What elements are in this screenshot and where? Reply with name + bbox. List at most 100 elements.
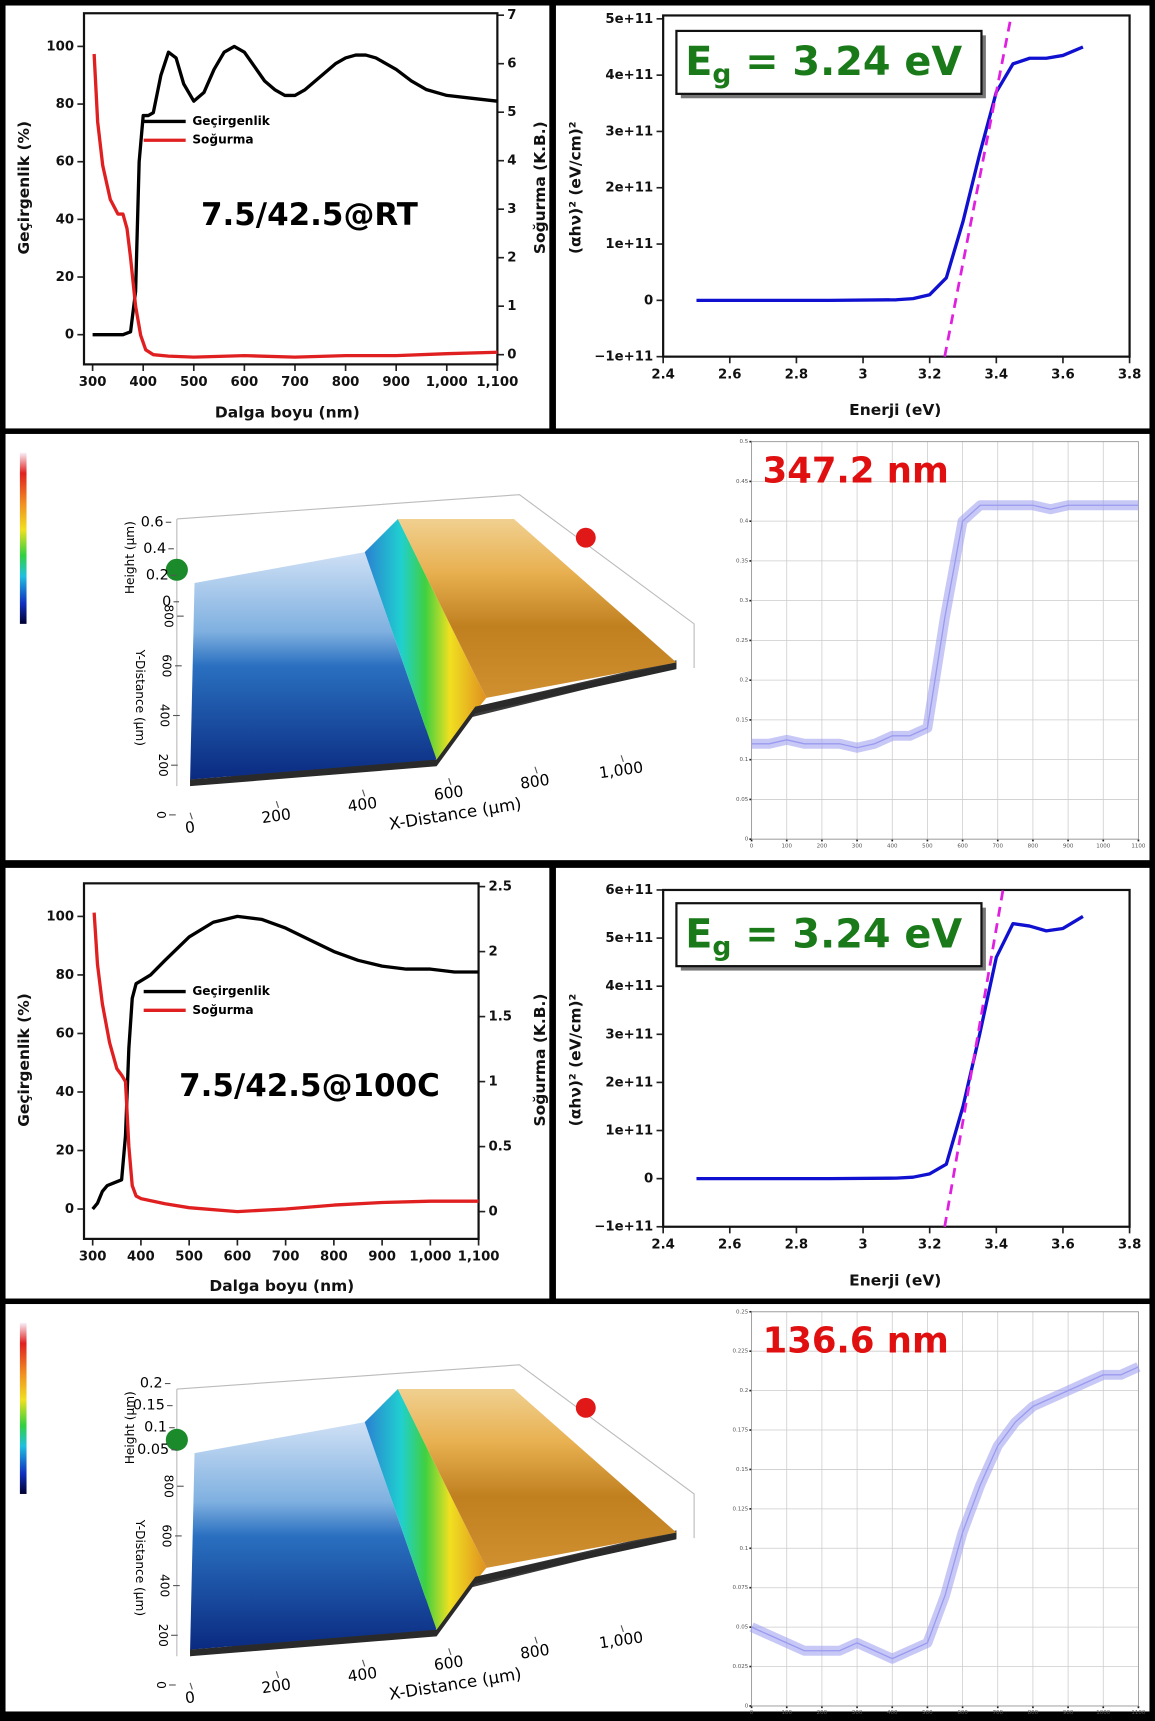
y-tick-label: 2e+11	[605, 1075, 653, 1090]
y-tick-label: 0.2	[739, 1388, 748, 1394]
annotation: Eg = 3.24 eV	[685, 39, 962, 90]
x-tick-label: 3.4	[985, 1237, 1008, 1252]
x-tick-label: 700	[272, 1250, 300, 1265]
x-tick	[275, 1671, 280, 1679]
y2-tick-label: 6	[507, 57, 516, 72]
y-tick-label: 0	[65, 1202, 74, 1217]
y-tick-label: −1e+11	[594, 1220, 653, 1235]
x-tick-label: 300	[79, 1250, 107, 1265]
x-tick-label: 2.6	[718, 1237, 741, 1252]
y-tick-label: 0	[154, 811, 168, 819]
y-tick-label: 0.2	[739, 678, 748, 684]
x-tick	[275, 801, 280, 808]
series-line	[943, 889, 1005, 1227]
y-tick-label: 6e+11	[605, 883, 653, 898]
x-tick-label: 500	[175, 1250, 203, 1265]
y-tick-label: 0.025	[732, 1664, 748, 1670]
x-tick	[534, 766, 538, 774]
x-tick	[534, 1636, 538, 1644]
y-tick-label: 5e+11	[605, 931, 653, 946]
x-tick-label: 1000	[1096, 1710, 1111, 1716]
plot-frame	[662, 888, 1131, 1228]
y-tick-label: 0.1	[739, 757, 748, 763]
x-tick-label: 800	[320, 1250, 348, 1265]
y2-axis-label: Soğurma (K.B.)	[531, 994, 549, 1127]
plot-frame	[662, 14, 1131, 358]
x-tick-label: 900	[1063, 843, 1074, 849]
x-tick-label: 0	[750, 1710, 754, 1716]
x-tick-label: 700	[281, 375, 309, 390]
x-tick-label: 800	[519, 1641, 551, 1663]
x-tick-label: 0	[184, 818, 196, 837]
y2-tick-label: 3	[507, 202, 516, 217]
x-tick-label: 200	[817, 1710, 828, 1716]
x-tick-label: 3.6	[1051, 1237, 1074, 1252]
x-tick-label: 800	[1028, 1710, 1039, 1716]
y-axis-label: Y-Distance (µm)	[133, 649, 147, 746]
x-tick-label: 100	[781, 843, 792, 849]
x-tick-label: 400	[129, 375, 157, 390]
x-tick-label: 800	[1028, 843, 1039, 849]
y-tick-label: 100	[46, 39, 74, 54]
y-tick-label: 80	[56, 968, 74, 983]
y-tick-label: 1e+11	[605, 237, 653, 252]
x-tick-label: 2.4	[651, 367, 674, 382]
x-tick-label: 2.8	[785, 1237, 808, 1252]
y-tick-label: −1e+11	[594, 350, 653, 365]
y-tick-label: 2e+11	[605, 181, 653, 196]
y2-tick-label: 0.5	[489, 1140, 512, 1155]
x-tick-label: 3.8	[1118, 367, 1141, 382]
x-tick	[620, 755, 624, 763]
y-tick-label: 3e+11	[605, 1027, 653, 1042]
x-axis-label: Enerji (eV)	[849, 1271, 941, 1289]
z-tick-label: 0	[162, 594, 171, 610]
x-tick-label: 600	[231, 375, 259, 390]
y-tick-label: 60	[56, 1026, 74, 1041]
x-tick	[189, 1682, 193, 1690]
legend-label: Soğurma	[192, 133, 253, 147]
plot-frame	[751, 441, 1139, 840]
y2-axis-label: Soğurma (K.B.)	[531, 121, 549, 254]
y-tick-label: 40	[56, 1085, 74, 1100]
y2-tick-label: 2.5	[489, 880, 512, 895]
x-tick-label: 400	[887, 843, 898, 849]
y-tick-label: 0.4	[739, 519, 748, 525]
annotation: Eg = 3.24 eV	[685, 911, 962, 962]
y-tick-label: 0.25	[736, 638, 749, 644]
x-tick-label: 600	[433, 782, 465, 804]
y-tick-label: 0.05	[736, 797, 749, 803]
y-tick-label: 60	[56, 155, 74, 170]
y-tick-label: 200	[156, 1624, 170, 1647]
x-tick-label: 3.8	[1118, 1237, 1141, 1252]
x-tick-label: 1,000	[409, 1250, 451, 1265]
x-tick-label: 3	[858, 1237, 867, 1252]
y-tick-label: 200	[156, 754, 170, 777]
x-tick-label: 300	[852, 843, 863, 849]
y-tick-label: 0.15	[736, 1467, 749, 1473]
legend-label: Geçirgenlik	[192, 114, 270, 128]
z-tick-label: 0.4	[143, 541, 166, 557]
y-tick-label: 0.175	[732, 1428, 748, 1434]
y2-tick-label: 0	[489, 1205, 498, 1220]
y-tick-label: 0	[154, 1681, 168, 1689]
y2-tick-label: 7	[507, 8, 516, 23]
z-axis-label: Height (µm)	[123, 1391, 137, 1464]
x-tick-label: 2.4	[651, 1237, 674, 1252]
x-tick-label: 700	[992, 1710, 1003, 1716]
y-tick-label: 0.3	[739, 598, 748, 604]
x-tick-label: 900	[382, 375, 410, 390]
annotation-part: = 3.24 eV	[731, 911, 962, 957]
annotation: 7.5/42.5@RT	[201, 197, 418, 233]
annotation-part: E	[685, 39, 712, 85]
x-tick-label: 500	[922, 1710, 933, 1716]
x-tick-label: 3.6	[1051, 367, 1074, 382]
series-line	[943, 15, 1013, 357]
x-tick-label: 500	[922, 843, 933, 849]
y-tick-label: 400	[158, 704, 172, 727]
x-tick-label: 300	[79, 375, 107, 390]
x-tick	[448, 1648, 452, 1656]
x-tick-label: 0	[750, 843, 754, 849]
x-tick-label: 200	[817, 843, 828, 849]
y-axis-label: Geçirgenlik (%)	[15, 121, 33, 255]
y-tick-label: 0.1	[739, 1546, 748, 1552]
